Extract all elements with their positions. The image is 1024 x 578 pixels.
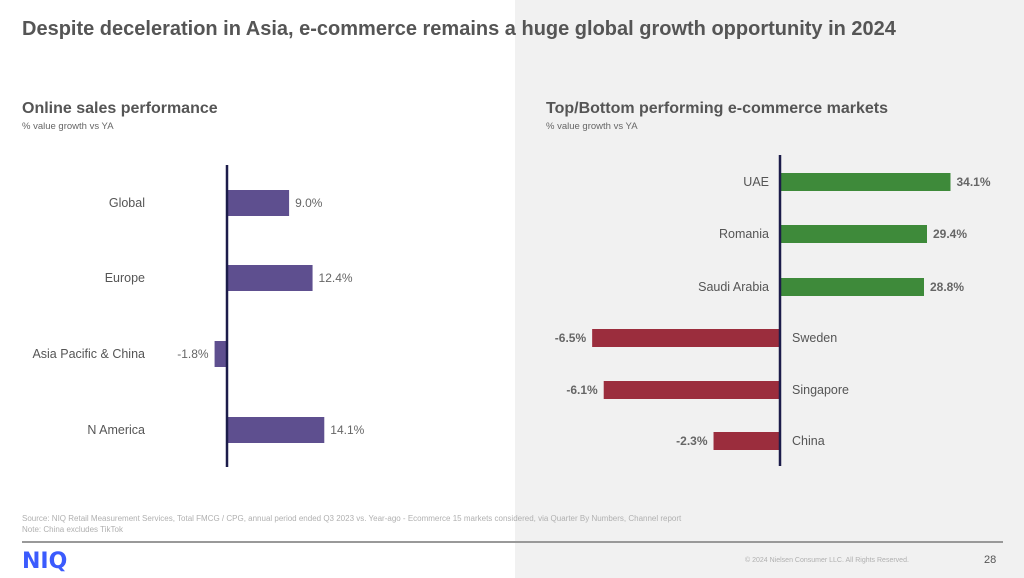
value-label-romania: 29.4%: [933, 227, 967, 241]
bar-n-america: [227, 417, 325, 443]
bar-sweden: [592, 329, 780, 347]
category-label-saudi-arabia: Saudi Arabia: [698, 280, 769, 294]
category-label-europe: Europe: [105, 271, 145, 285]
value-label-uae: 34.1%: [957, 175, 991, 189]
bar-asia-pacific-china: [214, 341, 227, 367]
page-number: 28: [984, 554, 997, 566]
bar-singapore: [603, 381, 780, 399]
category-label-n-america: N America: [87, 423, 145, 437]
bar-china: [713, 432, 780, 450]
right-chart: UAE 34.1% Romania 29.4% Saudi Arabia 28.8% Swe…: [555, 155, 991, 466]
category-label-sweden: Sweden: [792, 331, 837, 345]
bar-saudi-arabia: [780, 278, 924, 296]
category-label-asia-pacific-china: Asia Pacific & China: [32, 347, 145, 361]
value-label-sweden: -6.5%: [555, 331, 587, 345]
note-line: Note: China excludes TikTok: [22, 525, 123, 534]
value-label-n-america: 14.1%: [330, 423, 364, 437]
right-chart-title: Top/Bottom performing e-commerce markets: [546, 100, 888, 117]
left-chart-subtitle: % value growth vs YA: [22, 121, 114, 132]
source-line: Source: NIQ Retail Measurement Services,…: [22, 514, 682, 523]
category-label-singapore: Singapore: [792, 383, 849, 397]
bar-europe: [227, 265, 313, 291]
category-label-china: China: [792, 434, 825, 448]
right-panel-background: [515, 0, 1024, 578]
footer-divider: [22, 541, 1003, 543]
category-label-romania: Romania: [719, 227, 769, 241]
copyright: © 2024 Nielsen Consumer LLC. All Rights …: [745, 557, 909, 564]
value-label-saudi-arabia: 28.8%: [930, 280, 964, 294]
left-chart: Global 9.0% Europe 12.4% Asia Pacific & Chin…: [32, 165, 365, 467]
category-label-uae: UAE: [743, 175, 769, 189]
right-chart-subtitle: % value growth vs YA: [546, 121, 638, 132]
left-chart-title: Online sales performance: [22, 100, 218, 117]
bar-romania: [780, 225, 927, 243]
source-note: Source: NIQ Retail Measurement Services,…: [22, 513, 681, 535]
value-label-global: 9.0%: [295, 196, 323, 210]
value-label-china: -2.3%: [676, 434, 708, 448]
value-label-europe: 12.4%: [319, 271, 353, 285]
value-label-asia-pacific-china: -1.8%: [177, 347, 209, 361]
bar-global: [227, 190, 290, 216]
value-label-singapore: -6.1%: [566, 383, 598, 397]
niq-logo: NIQ: [22, 549, 68, 574]
page-title: Despite deceleration in Asia, e-commerce…: [22, 18, 896, 40]
category-label-global: Global: [109, 196, 145, 210]
bar-uae: [780, 173, 951, 191]
